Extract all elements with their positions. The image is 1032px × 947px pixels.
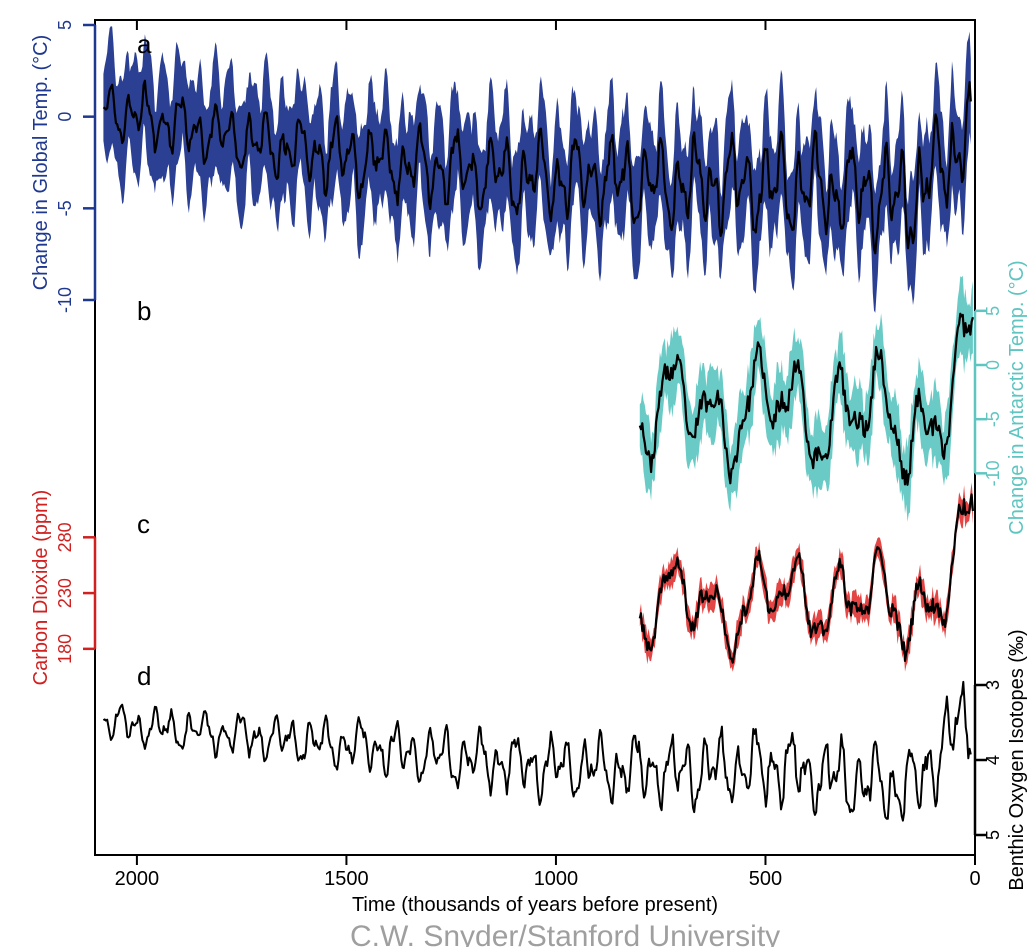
panel-letter: b bbox=[137, 296, 151, 326]
y-tick-label: 3 bbox=[983, 680, 1003, 690]
x-tick-label: 500 bbox=[749, 868, 782, 890]
y-tick-label: 0 bbox=[983, 360, 1003, 370]
paleoclimate-multipanel-chart: 2000150010005000Time (thousands of years… bbox=[0, 0, 1032, 947]
x-tick-label: 0 bbox=[969, 868, 980, 890]
y-tick-label: 5 bbox=[55, 20, 75, 30]
panel-c: 180 230 280Carbon Dioxide (ppm) c bbox=[30, 483, 973, 686]
y-tick-label: 180 bbox=[55, 634, 75, 664]
y-tick-label: 5 bbox=[983, 830, 1003, 840]
y-axis-label: Benthic Oxygen Isotopes (‰) bbox=[1006, 629, 1028, 890]
panel-a: -10 -5 0 5Change in Global Temp. (°C) a bbox=[30, 20, 971, 313]
y-axis-label: Change in Global Temp. (°C) bbox=[30, 35, 52, 291]
panel-letter: d bbox=[137, 661, 151, 691]
y-tick-label: 5 bbox=[983, 306, 1003, 316]
y-tick-label: -5 bbox=[55, 200, 75, 216]
uncertainty-band bbox=[640, 276, 973, 522]
image-credit: C.W. Snyder/Stanford University bbox=[350, 920, 780, 947]
panel-b: -10 -5 0 5Change in Antarctic Temp. (°C) b bbox=[137, 260, 1028, 534]
y-tick-label: 4 bbox=[983, 755, 1003, 765]
y-axis-label: Change in Antarctic Temp. (°C) bbox=[1006, 260, 1028, 534]
y-axis-label: Carbon Dioxide (ppm) bbox=[30, 490, 52, 686]
y-tick-label: -10 bbox=[983, 460, 1003, 486]
panel-letter: c bbox=[137, 509, 150, 539]
x-tick-label: 1500 bbox=[324, 868, 369, 890]
y-tick-label: 280 bbox=[55, 522, 75, 552]
y-tick-label: -5 bbox=[983, 411, 1003, 427]
x-tick-label: 1000 bbox=[534, 868, 579, 890]
series-line bbox=[103, 682, 970, 821]
y-tick-label: 0 bbox=[55, 112, 75, 122]
panel-d: 3 4 5Benthic Oxygen Isotopes (‰) d bbox=[103, 629, 1028, 890]
x-axis-label: Time (thousands of years before present) bbox=[352, 894, 718, 916]
chart-svg: 2000150010005000Time (thousands of years… bbox=[0, 0, 1032, 947]
y-tick-label: -10 bbox=[55, 287, 75, 313]
x-tick-label: 2000 bbox=[115, 868, 160, 890]
panel-letter: a bbox=[137, 29, 152, 59]
y-tick-label: 230 bbox=[55, 578, 75, 608]
uncertainty-band bbox=[640, 483, 973, 672]
series-line bbox=[640, 495, 973, 663]
